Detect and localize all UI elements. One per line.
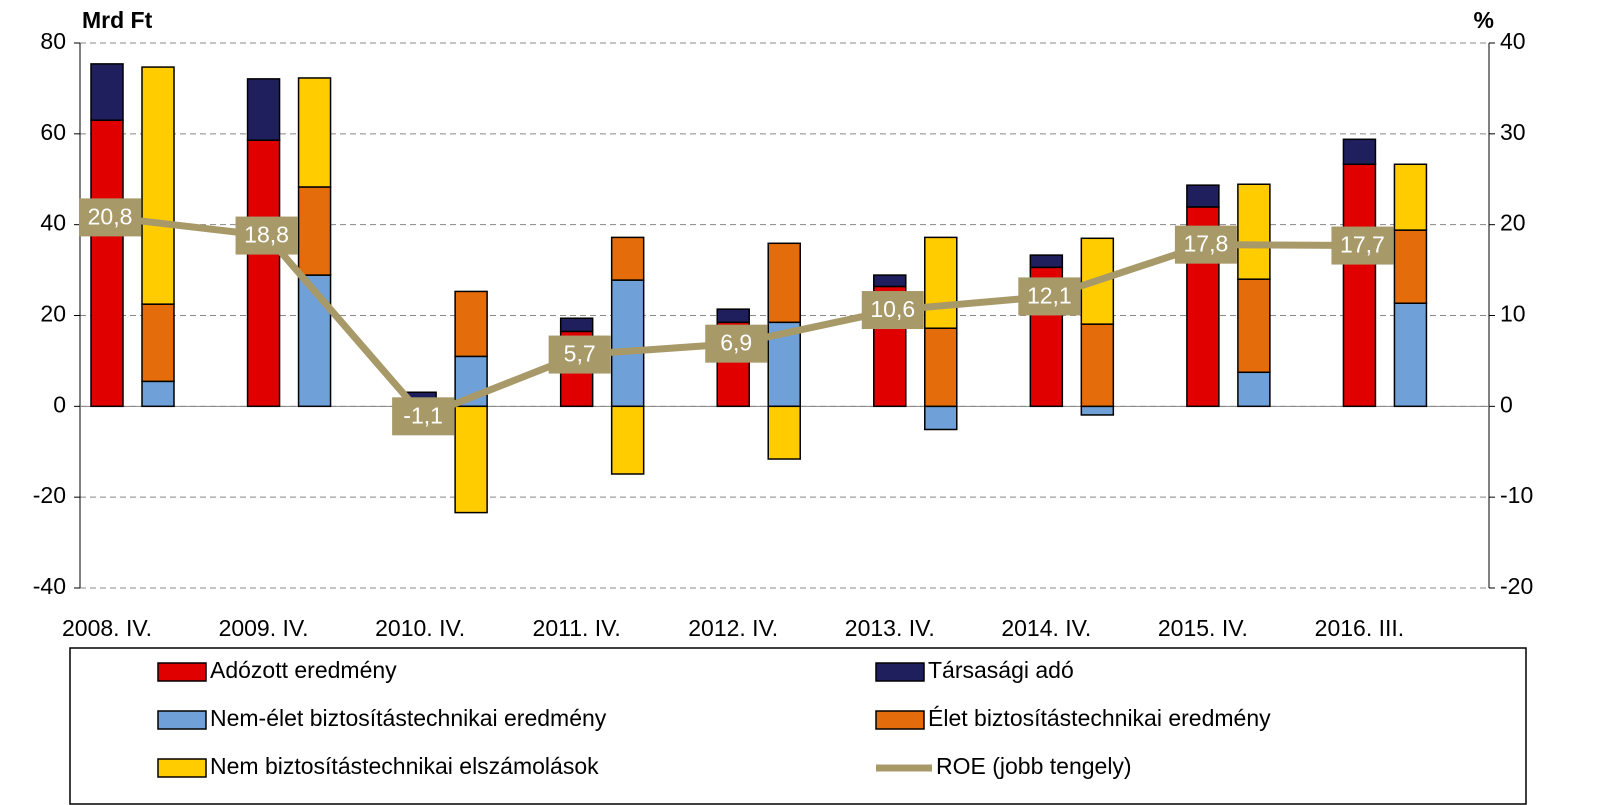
bar [90,119,124,408]
x-tick-label: 2009. IV. [219,615,309,641]
bar [924,327,958,408]
bar [454,405,488,514]
data-label-box [79,198,141,237]
x-tick-label: 2012. IV. [688,615,778,641]
bar [924,405,958,431]
data-label-box [235,216,298,255]
legend-swatch [157,758,207,778]
bar [610,279,645,408]
bar [1393,302,1428,408]
legend-swatch [157,662,207,682]
bar [90,63,124,121]
legend-label: Társasági adó [928,657,1074,683]
legend-label: Élet biztosítástechnikai eredmény [928,705,1271,731]
data-label-box [1174,225,1237,264]
y2-tick-label: 0 [1500,391,1513,417]
x-tick-label: 2015. IV. [1158,615,1248,641]
y-axis-label: Mrd Ft [82,7,153,33]
x-tick-label: 2008. IV. [62,615,152,641]
bar [141,66,175,305]
data-label: 10,6 [870,296,915,322]
y2-tick-label: -10 [1500,482,1533,508]
bar [297,77,332,188]
legend-label: Nem biztosítástechnikai elszámolások [210,753,599,779]
data-label: 5,7 [564,341,596,367]
bar [873,274,907,288]
bar [1342,163,1377,408]
bar [454,290,488,358]
x-tick-label: 2010. IV. [375,615,465,641]
data-label-box [548,335,611,374]
data-label-box [1018,277,1081,316]
bar [1080,323,1115,408]
data-label: -1,1 [403,402,443,428]
x-tick-label: 2014. IV. [1001,615,1091,641]
bar [924,236,958,329]
data-label: 6,9 [720,330,752,356]
legend-label: ROE (jobb tengely) [936,753,1132,779]
data-label: 12,1 [1027,283,1072,309]
bar [141,303,175,383]
bar [1029,254,1064,269]
bar [141,380,175,408]
legend-swatch [157,710,207,730]
bar [246,139,281,408]
y-tick-label: -20 [33,482,66,508]
y2-tick-label: 30 [1500,119,1526,145]
bar [1237,371,1271,408]
y-tick-label: 80 [40,28,66,54]
legend-swatch [875,710,925,730]
bar [1186,184,1220,208]
bar [246,78,281,141]
data-label-box [705,324,768,363]
bar [1080,405,1115,416]
x-tick-label: 2011. IV. [533,615,621,641]
data-label: 20,8 [88,203,133,229]
bar [610,405,645,475]
y2-tick-label: 40 [1500,28,1526,54]
bar [610,236,645,281]
bar [1393,163,1428,231]
y-tick-label: -40 [33,573,66,599]
legend-label: Nem-élet biztosítástechnikai eredmény [210,705,607,731]
data-label-box [1331,226,1394,265]
bar [1237,183,1271,280]
bar [716,308,750,324]
bar [767,405,801,460]
legend-box [69,647,1527,805]
bar [1393,229,1428,304]
y-tick-label: 60 [40,119,66,145]
y-tick-label: 20 [40,301,66,327]
data-label: 17,8 [1184,231,1229,257]
x-tick-label: 2016. III. [1315,615,1405,641]
data-label: 18,8 [244,222,289,248]
bar [767,242,801,324]
y2-tick-label: 10 [1500,301,1526,327]
bar [1237,278,1271,374]
data-label-box [392,397,455,436]
y2-tick-label: -20 [1500,573,1533,599]
legend-label: Adózott eredmény [210,657,397,683]
data-label: 17,7 [1340,232,1385,258]
x-tick-label: 2013. IV. [845,615,935,641]
y-tick-label: 0 [53,391,66,417]
data-label-box [861,291,924,330]
bar [1342,138,1377,166]
legend-swatch [875,662,925,682]
bar [297,274,332,408]
bar [297,186,332,276]
bar [559,317,594,333]
y2-axis-label: % [1474,7,1494,33]
y-tick-label: 40 [40,210,66,236]
y2-tick-label: 20 [1500,210,1526,236]
